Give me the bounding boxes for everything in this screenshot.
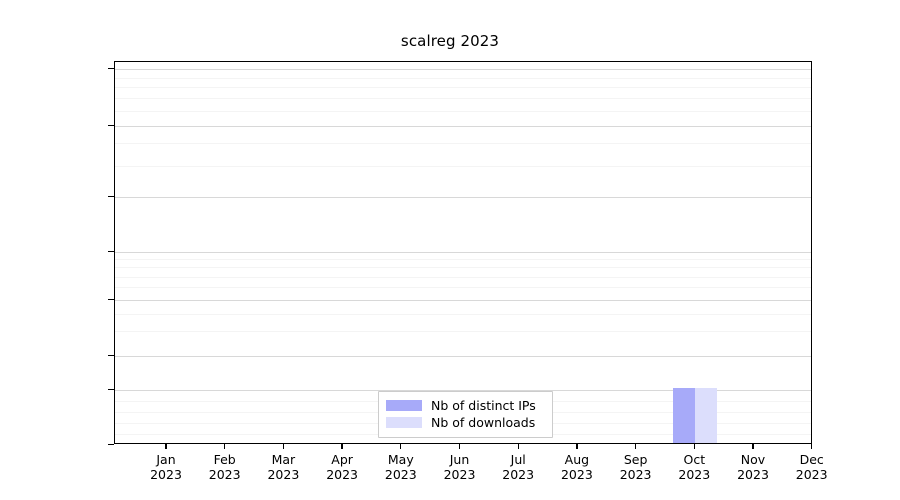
gridline bbox=[115, 111, 811, 112]
x-tick-month: Feb bbox=[213, 452, 236, 467]
x-tick-label: Dec 2023 bbox=[772, 452, 852, 482]
x-tick-year: 2023 bbox=[560, 467, 593, 482]
x-tick-year: 2023 bbox=[619, 467, 652, 482]
x-tick-label: Jan 2023 bbox=[126, 452, 206, 482]
gridline bbox=[115, 300, 811, 301]
x-tick-label: May 2023 bbox=[361, 452, 441, 482]
x-tick-month: Jul bbox=[510, 452, 526, 467]
legend-swatch bbox=[386, 400, 422, 411]
x-tick-mark bbox=[341, 444, 343, 449]
x-tick-month: Mar bbox=[271, 452, 296, 467]
x-tick-mark bbox=[517, 444, 519, 449]
x-tick-mark bbox=[576, 444, 578, 449]
gridline bbox=[115, 165, 811, 167]
gridline bbox=[115, 143, 811, 145]
bar bbox=[695, 388, 718, 443]
x-tick-label: Aug 2023 bbox=[537, 452, 617, 482]
legend-item[interactable]: Nb of distinct IPs bbox=[386, 397, 545, 414]
x-tick-month: Jan bbox=[156, 452, 176, 467]
y-tick-mark bbox=[108, 298, 114, 300]
gridline bbox=[115, 126, 811, 127]
gridline bbox=[115, 267, 811, 269]
x-tick-month: Aug bbox=[564, 452, 590, 467]
x-tick-month: May bbox=[387, 452, 414, 467]
x-tick-label: Nov 2023 bbox=[713, 452, 793, 482]
gridline bbox=[115, 77, 811, 79]
chart-legend: Nb of distinct IPs Nb of downloads bbox=[378, 391, 553, 438]
x-tick-month: Nov bbox=[740, 452, 766, 467]
legend-label: Nb of downloads bbox=[431, 415, 536, 430]
x-tick-label: Feb 2023 bbox=[185, 452, 265, 482]
y-tick-mark bbox=[108, 388, 114, 390]
x-tick-label: Sep 2023 bbox=[596, 452, 676, 482]
x-tick-year: 2023 bbox=[795, 467, 828, 482]
x-tick-month: Oct bbox=[683, 452, 706, 467]
x-tick-label: Jul 2023 bbox=[478, 452, 558, 482]
gridline bbox=[115, 98, 811, 100]
x-tick-mark bbox=[693, 444, 695, 449]
x-tick-label: Apr 2023 bbox=[302, 452, 382, 482]
x-tick-year: 2023 bbox=[208, 467, 241, 482]
x-tick-year: 2023 bbox=[384, 467, 417, 482]
gridline bbox=[115, 252, 811, 253]
legend-item[interactable]: Nb of downloads bbox=[386, 414, 545, 431]
legend-swatch bbox=[386, 417, 422, 428]
legend-label: Nb of distinct IPs bbox=[431, 398, 536, 413]
bar bbox=[673, 388, 696, 443]
x-tick-mark bbox=[282, 444, 285, 449]
gridline bbox=[115, 197, 811, 198]
y-tick-mark bbox=[108, 67, 114, 69]
x-tick-year: 2023 bbox=[150, 467, 182, 482]
x-tick-mark bbox=[165, 444, 167, 449]
x-tick-label: Jun 2023 bbox=[420, 452, 500, 482]
x-tick-mark bbox=[458, 444, 461, 449]
x-tick-year: 2023 bbox=[737, 467, 769, 482]
x-tick-year: 2023 bbox=[267, 467, 300, 482]
x-tick-mark bbox=[811, 444, 813, 449]
gridline bbox=[115, 87, 811, 89]
x-tick-mark bbox=[400, 444, 402, 449]
gridline bbox=[115, 259, 811, 261]
y-tick-mark bbox=[108, 250, 114, 252]
gridline bbox=[115, 69, 811, 70]
y-tick-mark bbox=[108, 195, 114, 197]
x-tick-year: 2023 bbox=[502, 467, 535, 482]
gridline bbox=[115, 287, 811, 289]
x-tick-label: Oct 2023 bbox=[654, 452, 734, 482]
gridline bbox=[115, 276, 811, 278]
gridline bbox=[115, 331, 811, 333]
y-tick-mark bbox=[108, 443, 114, 445]
x-tick-month: Dec bbox=[799, 452, 824, 467]
x-tick-month: Sep bbox=[623, 452, 648, 467]
bars-layer bbox=[115, 62, 811, 443]
x-tick-year: 2023 bbox=[678, 467, 711, 482]
y-tick-mark bbox=[108, 354, 114, 356]
x-tick-label: Mar 2023 bbox=[243, 452, 323, 482]
gridline bbox=[115, 313, 811, 315]
y-tick-mark bbox=[108, 124, 114, 126]
x-tick-mark bbox=[634, 444, 637, 449]
x-tick-month: Apr bbox=[331, 452, 353, 467]
x-tick-year: 2023 bbox=[326, 467, 358, 482]
x-tick-year: 2023 bbox=[443, 467, 476, 482]
chart-title: scalreg 2023 bbox=[400, 32, 500, 50]
plot-area bbox=[114, 61, 812, 444]
gridline bbox=[115, 390, 811, 391]
x-tick-mark bbox=[224, 444, 226, 449]
gridline bbox=[115, 356, 811, 357]
x-tick-mark bbox=[752, 444, 754, 449]
x-tick-month: Jun bbox=[449, 452, 470, 467]
